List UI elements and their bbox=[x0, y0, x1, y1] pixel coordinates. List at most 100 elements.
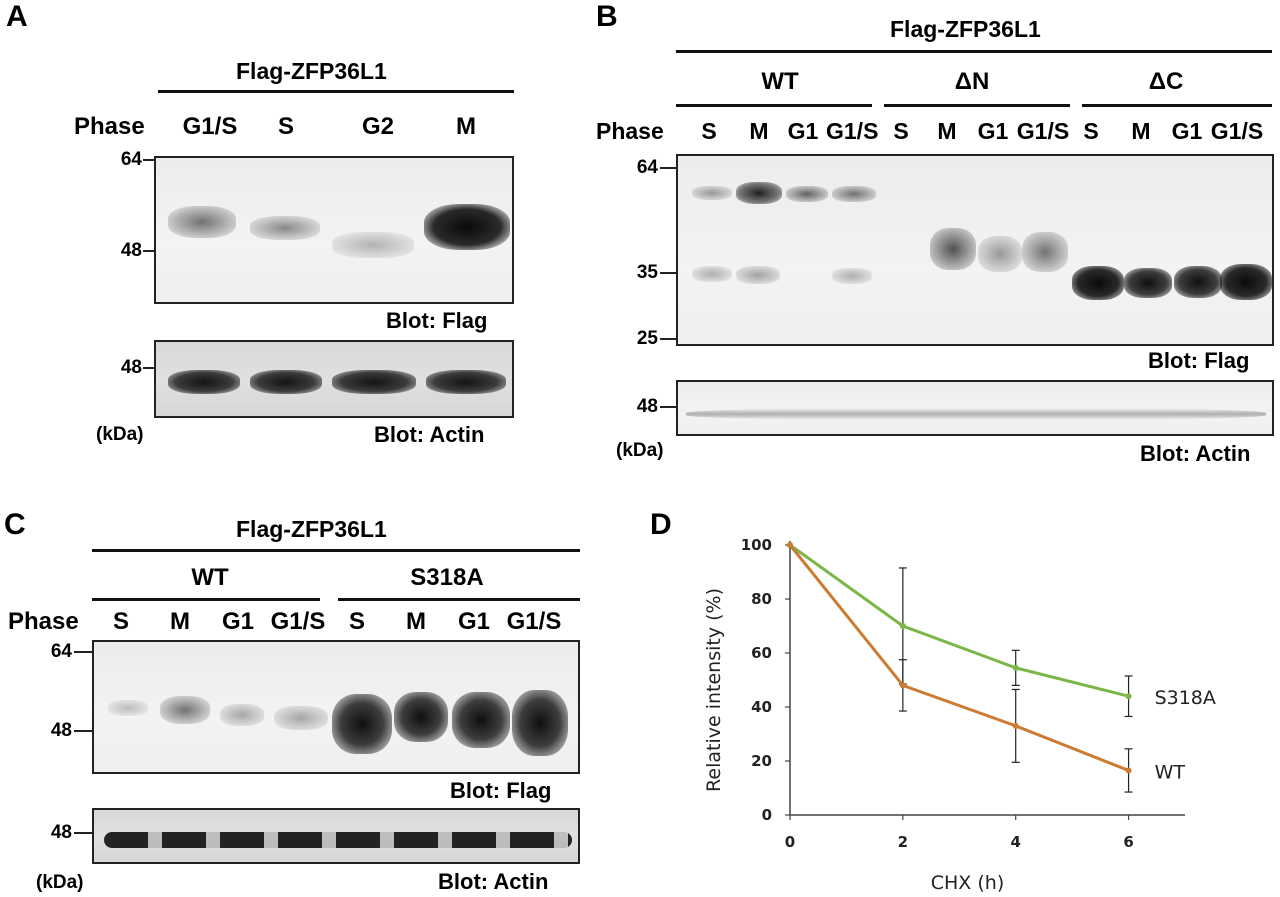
panel-a-construct-label: Flag-ZFP36L1 bbox=[236, 58, 387, 84]
panel-a-actin-band bbox=[168, 370, 240, 394]
panel-b-phase-label: Phase bbox=[596, 118, 664, 144]
panel-c-kda-label: (kDa) bbox=[36, 872, 84, 893]
panel-b-mw-tick bbox=[660, 272, 678, 274]
panel-b-lane-label: G1/S bbox=[1210, 118, 1264, 144]
panel-a-actin-mw-marker: 48 bbox=[120, 357, 142, 378]
x-axis-label: CHX (h) bbox=[931, 872, 1004, 894]
panel-a-phase-label: Phase bbox=[74, 113, 145, 140]
panel-b-mw-marker: 25 bbox=[636, 328, 658, 349]
panel-a-actin-mw-tick bbox=[143, 367, 155, 369]
panel-a-lane-label: G1/S bbox=[182, 113, 238, 140]
data-point-wt bbox=[787, 542, 793, 548]
panel-b-actin-mw-tick bbox=[660, 406, 678, 408]
panel-a-actin-blot bbox=[154, 340, 514, 418]
panel-b-lane-label: G1/S bbox=[1016, 118, 1070, 144]
panel-b-lane-label: M bbox=[1131, 118, 1151, 144]
panel-b-flag-band bbox=[736, 182, 782, 204]
data-point-wt bbox=[1012, 722, 1019, 729]
panel-b-flag-band bbox=[1022, 232, 1068, 272]
panel-b-flag-band bbox=[1220, 264, 1272, 300]
panel-b-group-label: WT bbox=[761, 68, 799, 95]
panel-b-flag-band bbox=[1124, 268, 1172, 298]
x-tick-label: 6 bbox=[1123, 833, 1133, 851]
panel-b-lane-label: S bbox=[701, 118, 717, 144]
y-tick-label: 100 bbox=[741, 536, 772, 554]
panel-a-mw-tick bbox=[143, 159, 155, 161]
panel-d-letter: D bbox=[650, 508, 672, 541]
panel-b-blot-actin-label: Blot: Actin bbox=[1140, 441, 1251, 466]
series-label-wt: WT bbox=[1155, 761, 1186, 783]
panel-b-lane-label: G1 bbox=[1171, 118, 1203, 144]
panel-b-lane-label: G1 bbox=[787, 118, 819, 144]
panel-b-letter: B bbox=[596, 0, 618, 33]
panel-c-flag-band bbox=[452, 692, 510, 748]
panel-c-flag-band bbox=[108, 700, 148, 716]
series-line-wt bbox=[788, 544, 1130, 772]
panel-b-mw-marker: 35 bbox=[636, 262, 658, 283]
panel-b-flag-band bbox=[1072, 266, 1124, 300]
panel-c-lane-label: G1 bbox=[221, 608, 254, 635]
panel-a-construct-line bbox=[158, 90, 514, 93]
panel-b-mw-marker: 64 bbox=[636, 157, 658, 178]
panel-c-mw-marker: 64 bbox=[50, 641, 72, 662]
data-point-s318a bbox=[1125, 693, 1132, 700]
panel-a-actin-band bbox=[250, 370, 322, 394]
panel-c-blot-actin-label: Blot: Actin bbox=[438, 869, 549, 894]
panel-b-lane-label: S bbox=[1083, 118, 1099, 144]
panel-a-mw-marker: 64 bbox=[120, 149, 142, 170]
panel-c-actin-band bbox=[104, 832, 572, 848]
panel-b-actin-band bbox=[686, 408, 1266, 420]
panel-b-group-label: ΔN bbox=[954, 68, 990, 95]
panel-b-flag-band bbox=[736, 266, 780, 284]
y-tick-label: 60 bbox=[751, 644, 772, 662]
panel-b-flag-band bbox=[930, 228, 976, 270]
data-point-s318a bbox=[899, 623, 906, 629]
panel-a-mw-tick bbox=[143, 250, 155, 252]
panel-b-actin-mw-marker: 48 bbox=[636, 396, 658, 417]
panel-c-mw-tick bbox=[74, 730, 92, 732]
panel-c-phase-label: Phase bbox=[8, 608, 79, 635]
panel-c-construct-label: Flag-ZFP36L1 bbox=[236, 516, 387, 542]
panel-c-actin-mw-marker: 48 bbox=[50, 822, 72, 843]
panel-c-lane-label: G1/S bbox=[506, 608, 562, 635]
panel-a-lane-label: G2 bbox=[361, 113, 394, 140]
panel-c-lane-label: G1/S bbox=[270, 608, 326, 635]
panel-c-actin-blot bbox=[92, 808, 580, 864]
panel-b-lane-label: M bbox=[937, 118, 957, 144]
panel-b-flag-blot bbox=[676, 154, 1274, 346]
panel-a-blot-flag-label: Blot: Flag bbox=[386, 308, 488, 333]
panel-a-kda-label: (kDa) bbox=[96, 424, 144, 445]
panel-a-actin-band bbox=[426, 370, 506, 394]
panel-a-flag-band bbox=[250, 216, 320, 240]
panel-c-group-label: S318A bbox=[410, 564, 484, 591]
panel-b-flag-band bbox=[1174, 266, 1222, 298]
x-tick-label: 2 bbox=[898, 833, 908, 851]
panel-c-construct-line bbox=[92, 549, 580, 552]
panel-b-flag-band bbox=[786, 186, 828, 202]
panel-a-mw-marker: 48 bbox=[120, 240, 142, 261]
panel-c-flag-band bbox=[394, 692, 448, 742]
series-line-s318a bbox=[789, 543, 1129, 698]
data-point-wt bbox=[899, 682, 906, 689]
panel-c-lane-label: G1 bbox=[457, 608, 490, 635]
x-tick-label: 4 bbox=[1010, 833, 1020, 851]
panel-b-flag-band bbox=[978, 236, 1022, 272]
panel-c-actin-mw-tick bbox=[74, 832, 92, 834]
panel-c-flag-band bbox=[332, 694, 392, 754]
panel-b-kda-label: (kDa) bbox=[616, 440, 664, 461]
panel-b-group-line bbox=[676, 104, 872, 107]
data-point-s318a bbox=[1012, 664, 1019, 671]
panel-b-lane-label: G1/S bbox=[826, 118, 879, 144]
panel-c-flag-band bbox=[512, 690, 568, 756]
panel-b-group-line bbox=[1082, 104, 1272, 107]
panel-a-flag-band bbox=[424, 204, 510, 250]
data-point-wt bbox=[1125, 767, 1132, 774]
panel-c-flag-band bbox=[220, 704, 264, 726]
panel-b-construct-line bbox=[676, 50, 1272, 53]
panel-b-blot-flag-label: Blot: Flag bbox=[1148, 348, 1250, 373]
panel-b-flag-band bbox=[692, 266, 732, 282]
panel-b-lane-label: G1 bbox=[977, 118, 1009, 144]
panel-a-blot-actin-label: Blot: Actin bbox=[374, 422, 485, 447]
y-tick-label: 20 bbox=[751, 752, 772, 770]
panel-a-lane-label: S bbox=[277, 113, 294, 140]
